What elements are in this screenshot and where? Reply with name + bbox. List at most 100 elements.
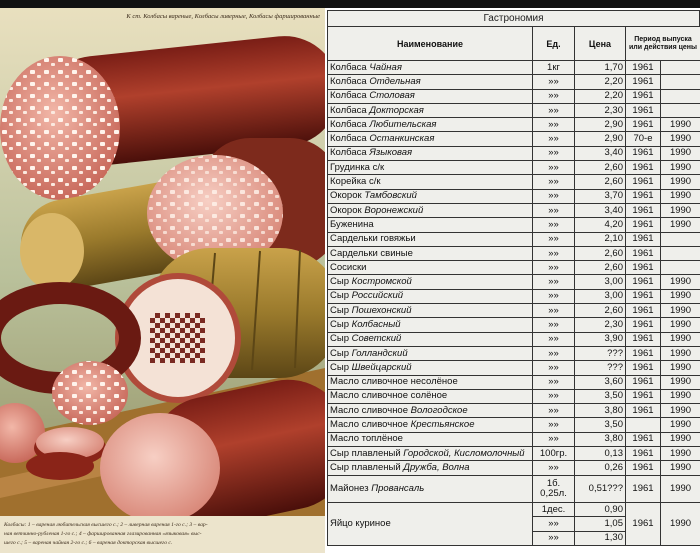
item-name: Сыр Пошехонский (327, 303, 533, 319)
table-row: Сыр плавленый Дружба, Волна»» 0,26 1961 199… (327, 460, 700, 476)
item-name: Окорок Воронежский (327, 202, 533, 219)
item-kind: Корейка с/к (330, 176, 381, 188)
period-end: 1990 (659, 202, 700, 219)
period-start: 1961 (625, 431, 661, 448)
item-name: Сыр Российский (327, 288, 533, 305)
sausage-cut-fat (147, 155, 283, 271)
period-start: 1961 (625, 188, 661, 204)
period-end: 1990 (659, 460, 700, 476)
item-price: 3,90 (574, 331, 626, 347)
table-row: Колбаса Столовая»» 2,20 1961 (327, 88, 700, 104)
item-price: 2,60 (574, 260, 626, 276)
item-name: Сосиски (327, 260, 533, 276)
period-start: 1961 (625, 317, 661, 333)
period-start: 1961 (625, 274, 661, 290)
item-price: 4,20 (574, 217, 626, 233)
item-price: 0,90 (574, 501, 626, 518)
table-row: Сыр Российский»» 3,00 1961 1990 (327, 288, 700, 305)
item-unit: »» (532, 331, 575, 347)
header-cell: Ед. (532, 26, 575, 61)
period-start: 1961 (625, 474, 661, 503)
table-row: Масло сливочное несолёное »» 3,60 1961 1990 (327, 374, 700, 390)
sausage-slice-fat (52, 361, 128, 425)
item-kind: Сыр (330, 290, 349, 302)
item-price: 3,00 (574, 274, 626, 290)
item-name: Яйцо куриное (327, 501, 533, 547)
item-unit: »» (532, 345, 575, 362)
item-kind: Окорок (330, 204, 362, 216)
empty-cell (659, 231, 700, 247)
item-kind: Колбаса (330, 104, 367, 116)
period-start: 1961 (625, 374, 661, 390)
string (294, 249, 301, 369)
item-kind: Масло сливочное солёное (330, 390, 448, 402)
item-kind: Сыр (330, 333, 349, 345)
price-table-panel: Гастрономия Наименование Ед. Цена Период… (327, 10, 700, 547)
item-unit: »» (532, 417, 575, 433)
item-brand: Отдельная (369, 75, 421, 87)
table-row: Окорок Тамбовский»» 3,70 1961 1990 (327, 188, 700, 204)
item-price: 2,20 (574, 74, 626, 90)
item-kind: Грудинка с/к (330, 161, 385, 173)
item-kind: Колбаса (330, 118, 367, 130)
painting: К ст. Колбасы вареные, Колбасы ливерные,… (0, 8, 325, 553)
period-start: 1961 (625, 303, 661, 319)
period-end: 1990 (659, 117, 700, 133)
table-row: Грудинка с/к »» 2,60 1961 1990 (327, 160, 700, 176)
item-name: Масло топлёное (327, 431, 533, 448)
item-brand: Городской, Кисломолочный (403, 447, 525, 459)
table-row: Масло сливочное Крестьянское»» 3,50 1990 (327, 417, 700, 433)
period-start: 1961 (625, 102, 661, 119)
painting-caption: Колбасы: 1 – вареная любительская высшег… (3, 521, 208, 528)
item-unit: »» (532, 117, 575, 133)
item-unit: 100гр. (532, 446, 575, 462)
item-unit: »» (532, 131, 575, 147)
period-end: 1990 (659, 274, 700, 290)
item-kind: Колбаса (330, 61, 367, 73)
item-brand: Провансаль (371, 482, 425, 494)
item-kind: Сыр (330, 361, 349, 373)
table-row: Масло топлёное »» 3,80 1961 1990 (327, 431, 700, 448)
period-start: 1961 (625, 288, 661, 305)
period-end: 1990 (659, 431, 700, 448)
period-end: 1990 (659, 474, 700, 503)
item-unit: »» (532, 516, 575, 532)
item-kind: Сыр (330, 318, 349, 330)
table-row: Окорок Воронежский»» 3,40 1961 1990 (327, 202, 700, 219)
item-unit: »» (532, 245, 575, 262)
item-name: Колбаса Любительская (327, 117, 533, 133)
item-price: 0,26 (574, 460, 626, 476)
item-name: Колбаса Чайная (327, 59, 533, 76)
header-cell: Период выпуска или действия цены (624, 26, 700, 61)
item-kind: Сардельки свиные (330, 247, 413, 259)
item-price: 2,60 (574, 245, 626, 262)
period-start: 1961 (625, 360, 661, 376)
item-brand: Любительская (369, 118, 437, 130)
period-start: 1961 (625, 345, 661, 362)
item-price: 3,70 (574, 188, 626, 204)
item-name: Масло сливочное несолёное (327, 374, 533, 390)
sausage-cut (20, 213, 84, 289)
item-kind: Масло сливочное (330, 404, 409, 416)
item-name: Сардельки говяжьи (327, 231, 533, 247)
item-brand: Тамбовский (364, 190, 417, 202)
item-price: 2,30 (574, 317, 626, 333)
period-end: 1990 (659, 417, 700, 433)
item-name: Сардельки свиные (327, 245, 533, 262)
table-row: Сыр Швейцарский»»??? 1961 1990 (327, 360, 700, 376)
item-unit: »» (532, 530, 575, 546)
table-body: Колбаса Чайная 1кг 1,70 1961 Колбаса Отдельн… (327, 59, 700, 547)
item-price: 0,51??? (574, 474, 626, 503)
top-bar (0, 0, 700, 8)
period-start: 1961 (625, 117, 661, 133)
empty-cell (659, 74, 700, 90)
item-name: Сыр плавленый Дружба, Волна (327, 460, 533, 476)
item-price: 2,90 (574, 131, 626, 147)
item-unit: »» (532, 317, 575, 333)
item-unit: »» (532, 145, 575, 162)
table-row: Сосиски »» 2,60 1961 (327, 260, 700, 276)
item-name: Корейка с/к (327, 174, 533, 190)
table-row: Корейка с/к »» 2,60 1961 1990 (327, 174, 700, 190)
item-brand: Языковая (369, 147, 413, 159)
item-unit: 1кг (532, 59, 575, 76)
